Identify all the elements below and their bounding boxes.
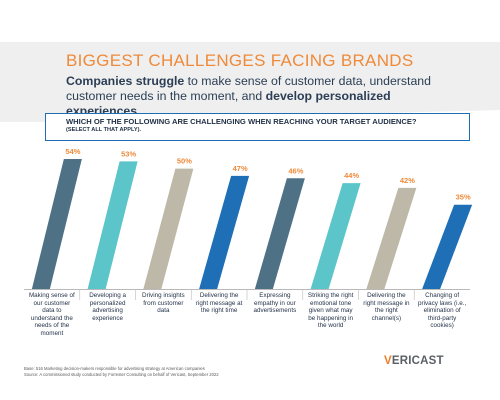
category-label-line: Driving insights bbox=[142, 292, 185, 299]
footnote-source: Source: A commissioned study conducted b… bbox=[24, 372, 219, 377]
category-label-line: empathy in our bbox=[254, 299, 296, 307]
subtitle-bold-1: Companies struggle bbox=[66, 74, 185, 88]
category-label-line: from customer bbox=[143, 299, 184, 307]
category-label-6: Striking the right emotional tone given wh… bbox=[303, 292, 359, 330]
survey-question-note: (SELECT ALL THAT APPLY). bbox=[66, 127, 141, 133]
category-label-line: the right bbox=[374, 307, 398, 314]
logo-wordmark: ERICAST bbox=[391, 355, 444, 367]
value-label-group: 54% 53% 50% 47% 46% 44% 42% 35% bbox=[65, 147, 471, 202]
category-label-line: advertising bbox=[92, 307, 123, 314]
header-band bbox=[0, 42, 500, 122]
category-label-line: privacy laws (i.e., bbox=[417, 299, 467, 307]
bar-group bbox=[31, 159, 473, 289]
category-label-line: the world bbox=[317, 322, 344, 329]
category-label-line: right message in bbox=[363, 299, 410, 307]
category-label-line: elimination of bbox=[423, 307, 461, 314]
category-label-7: Delivering the right message in the right c… bbox=[358, 292, 414, 322]
category-label-line: Changing of bbox=[425, 292, 460, 299]
category-label-line: Making sense of bbox=[28, 292, 75, 299]
survey-question: WHICH OF THE FOLLOWING ARE CHALLENGING W… bbox=[66, 117, 417, 126]
category-label-8: Changing of privacy laws (i.e., eliminatio… bbox=[414, 292, 470, 330]
bar-4 bbox=[199, 175, 250, 289]
category-label-line: Delivering the bbox=[367, 292, 406, 299]
bar-8 bbox=[422, 204, 473, 289]
category-label-3: Driving insights from customer data bbox=[135, 292, 191, 315]
category-label-line: experience bbox=[92, 314, 124, 322]
bar-3 bbox=[143, 168, 194, 289]
category-label-line: given what may bbox=[308, 307, 353, 314]
category-label-line: Expressing bbox=[259, 292, 291, 299]
category-label-line: third-party bbox=[427, 314, 457, 322]
bar-1 bbox=[31, 159, 82, 289]
category-label-5: Expressing empathy in our advertisements bbox=[247, 292, 303, 315]
value-label-4: 47% bbox=[233, 164, 248, 173]
category-label-line: understand the bbox=[30, 314, 73, 322]
header-grey-panel bbox=[0, 42, 500, 122]
value-label-1: 54% bbox=[65, 147, 80, 156]
vericast-logo: VERICAST bbox=[384, 355, 444, 369]
category-label-line: Developing a bbox=[89, 292, 126, 299]
category-label-line: emotional tone bbox=[309, 299, 352, 307]
bar-7 bbox=[366, 187, 417, 289]
value-label-7: 42% bbox=[400, 176, 415, 185]
category-label-line: needs of the bbox=[34, 322, 70, 329]
category-label-line: Striking the right bbox=[307, 292, 354, 299]
subtitle-text-1: to make sense of customer data, understa… bbox=[66, 74, 431, 103]
category-label-line: channel(s) bbox=[371, 314, 402, 322]
bar-6 bbox=[310, 183, 361, 289]
category-label-2: Developing a personalized advertising exper… bbox=[80, 292, 136, 322]
category-label-line: be happening in bbox=[308, 314, 354, 322]
category-label-line: our customer bbox=[33, 299, 71, 307]
page-title: BIGGEST CHALLENGES FACING BRANDS bbox=[66, 51, 414, 70]
footnote-base: Base: 516 Marketing decision-makers resp… bbox=[24, 366, 205, 371]
category-label-line: advertisements bbox=[253, 307, 297, 314]
category-label-line: moment bbox=[40, 329, 64, 337]
category-label-line: Delivering the bbox=[199, 292, 239, 299]
question-box bbox=[45, 113, 470, 141]
category-label-4: Delivering the right message at the right … bbox=[191, 292, 247, 315]
header-background bbox=[0, 42, 500, 122]
value-label-6: 44% bbox=[344, 171, 359, 180]
value-label-2: 53% bbox=[121, 149, 136, 158]
value-label-5: 46% bbox=[288, 166, 303, 175]
logo-letter-v: V bbox=[384, 355, 392, 367]
divider-group bbox=[79, 289, 415, 300]
category-label-line: personalized bbox=[89, 299, 126, 307]
category-label-line: the right time bbox=[200, 307, 238, 314]
bar-5 bbox=[254, 178, 305, 289]
value-label-3: 50% bbox=[177, 157, 192, 166]
category-label-line: right message at bbox=[195, 299, 243, 307]
value-label-8: 35% bbox=[456, 193, 471, 202]
bar-2 bbox=[87, 161, 138, 289]
bar-chart: 54% 53% 50% 47% 46% 44% 42% 35% bbox=[24, 147, 473, 300]
category-label-line: data to bbox=[42, 307, 62, 314]
category-label-line: data bbox=[157, 307, 170, 314]
category-label-1: Making sense of our customer data to unders… bbox=[24, 292, 80, 337]
category-label-line: cookies) bbox=[430, 322, 454, 329]
